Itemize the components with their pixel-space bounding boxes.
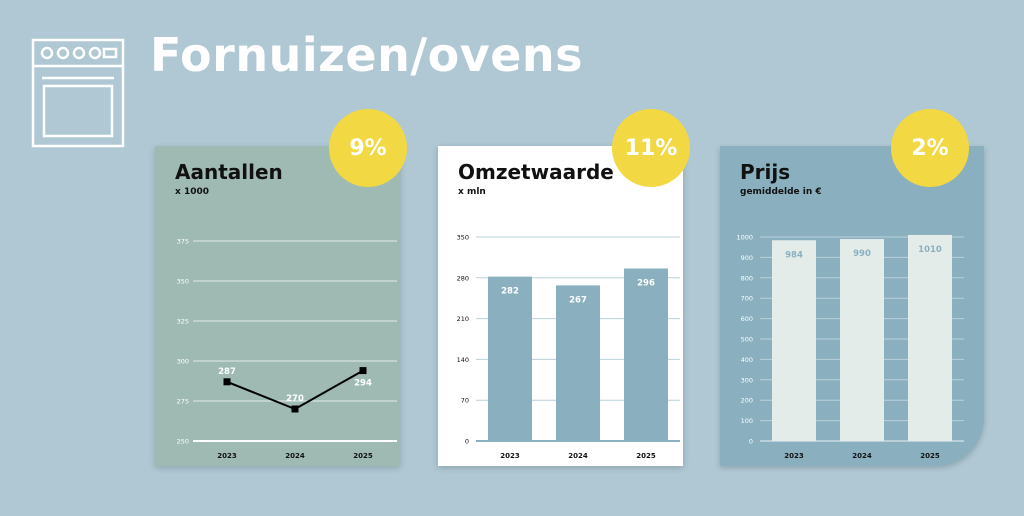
y-tick-label: 700 — [741, 295, 753, 303]
chart-subtitle: x 1000 — [175, 187, 209, 197]
chart-aantallen: 250 275 300 325 350 375 2023 2024 2025 287 270 294 — [177, 238, 397, 460]
x-tick-label: 2024 — [568, 452, 588, 460]
growth-badge: 9% — [329, 109, 407, 187]
bar — [488, 276, 532, 441]
data-point — [291, 405, 299, 413]
y-tick-label: 100 — [741, 417, 753, 425]
data-label: 984 — [785, 250, 803, 260]
bar — [908, 234, 952, 441]
x-tick-label: 2025 — [636, 452, 656, 460]
x-tick-label: 2024 — [285, 452, 305, 460]
growth-badge: 2% — [891, 109, 969, 187]
data-label: 1010 — [918, 245, 942, 255]
data-point — [223, 378, 231, 386]
chart-subtitle: gemiddelde in € — [740, 187, 822, 197]
y-tick-label: 210 — [457, 315, 469, 323]
chart-omzetwaarde: 0 70 140 210 280 350 2023 2024 2025 282 267 296 — [457, 234, 680, 460]
y-tick-label: 375 — [177, 238, 189, 246]
y-tick-label: 140 — [457, 356, 469, 364]
x-tick-label: 2023 — [500, 452, 520, 460]
growth-badge: 11% — [612, 109, 690, 187]
x-tick-label: 2025 — [920, 452, 940, 460]
oven-icon — [31, 38, 125, 148]
y-tick-label: 600 — [741, 315, 753, 323]
bar — [556, 285, 600, 441]
bar — [624, 268, 668, 441]
chart-card-prijs: Prijs gemiddelde in € 0 100 200 300 400 500 60… — [720, 146, 984, 466]
data-label: 990 — [853, 249, 871, 259]
data-label: 287 — [218, 367, 236, 377]
y-tick-label: 350 — [457, 234, 469, 242]
y-tick-label: 300 — [741, 376, 753, 384]
page-title: Fornuizen/ovens — [150, 28, 584, 82]
bar — [772, 240, 816, 441]
y-tick-label: 70 — [461, 397, 469, 405]
y-tick-label: 200 — [741, 397, 753, 405]
x-tick-label: 2025 — [353, 452, 373, 460]
data-label: 270 — [286, 394, 304, 404]
y-tick-label: 275 — [177, 398, 189, 406]
chart-title: Prijs — [740, 160, 791, 184]
data-label: 296 — [637, 278, 655, 288]
y-tick-label: 300 — [177, 358, 189, 366]
data-label: 267 — [569, 295, 587, 305]
y-tick-label: 250 — [177, 438, 189, 446]
y-tick-label: 0 — [465, 438, 469, 446]
data-label: 282 — [501, 287, 519, 297]
data-point — [359, 367, 367, 375]
chart-card-aantallen: Aantallen x 1000 250 275 300 325 350 375 2023 2… — [155, 146, 400, 466]
chart-title: Omzetwaarde — [458, 160, 614, 184]
bar — [840, 239, 884, 441]
chart-title: Aantallen — [175, 160, 283, 184]
x-tick-label: 2023 — [784, 452, 804, 460]
y-tick-label: 280 — [457, 274, 469, 282]
x-tick-label: 2023 — [217, 452, 237, 460]
y-tick-label: 900 — [741, 254, 753, 262]
chart-subtitle: x mln — [458, 187, 486, 197]
y-tick-label: 800 — [741, 274, 753, 282]
y-tick-label: 0 — [749, 438, 753, 446]
y-tick-label: 325 — [177, 318, 189, 326]
y-tick-label: 1000 — [736, 234, 753, 242]
x-tick-label: 2024 — [852, 452, 872, 460]
y-tick-label: 500 — [741, 336, 753, 344]
y-tick-label: 350 — [177, 278, 189, 286]
y-tick-label: 400 — [741, 356, 753, 364]
chart-prijs: 0 100 200 300 400 500 600 700 800 900 1000 2023 2024… — [736, 234, 964, 460]
data-label: 294 — [354, 379, 372, 389]
chart-card-omzetwaarde: Omzetwaarde x mln 0 70 140 210 280 350 2023 202… — [438, 146, 683, 466]
